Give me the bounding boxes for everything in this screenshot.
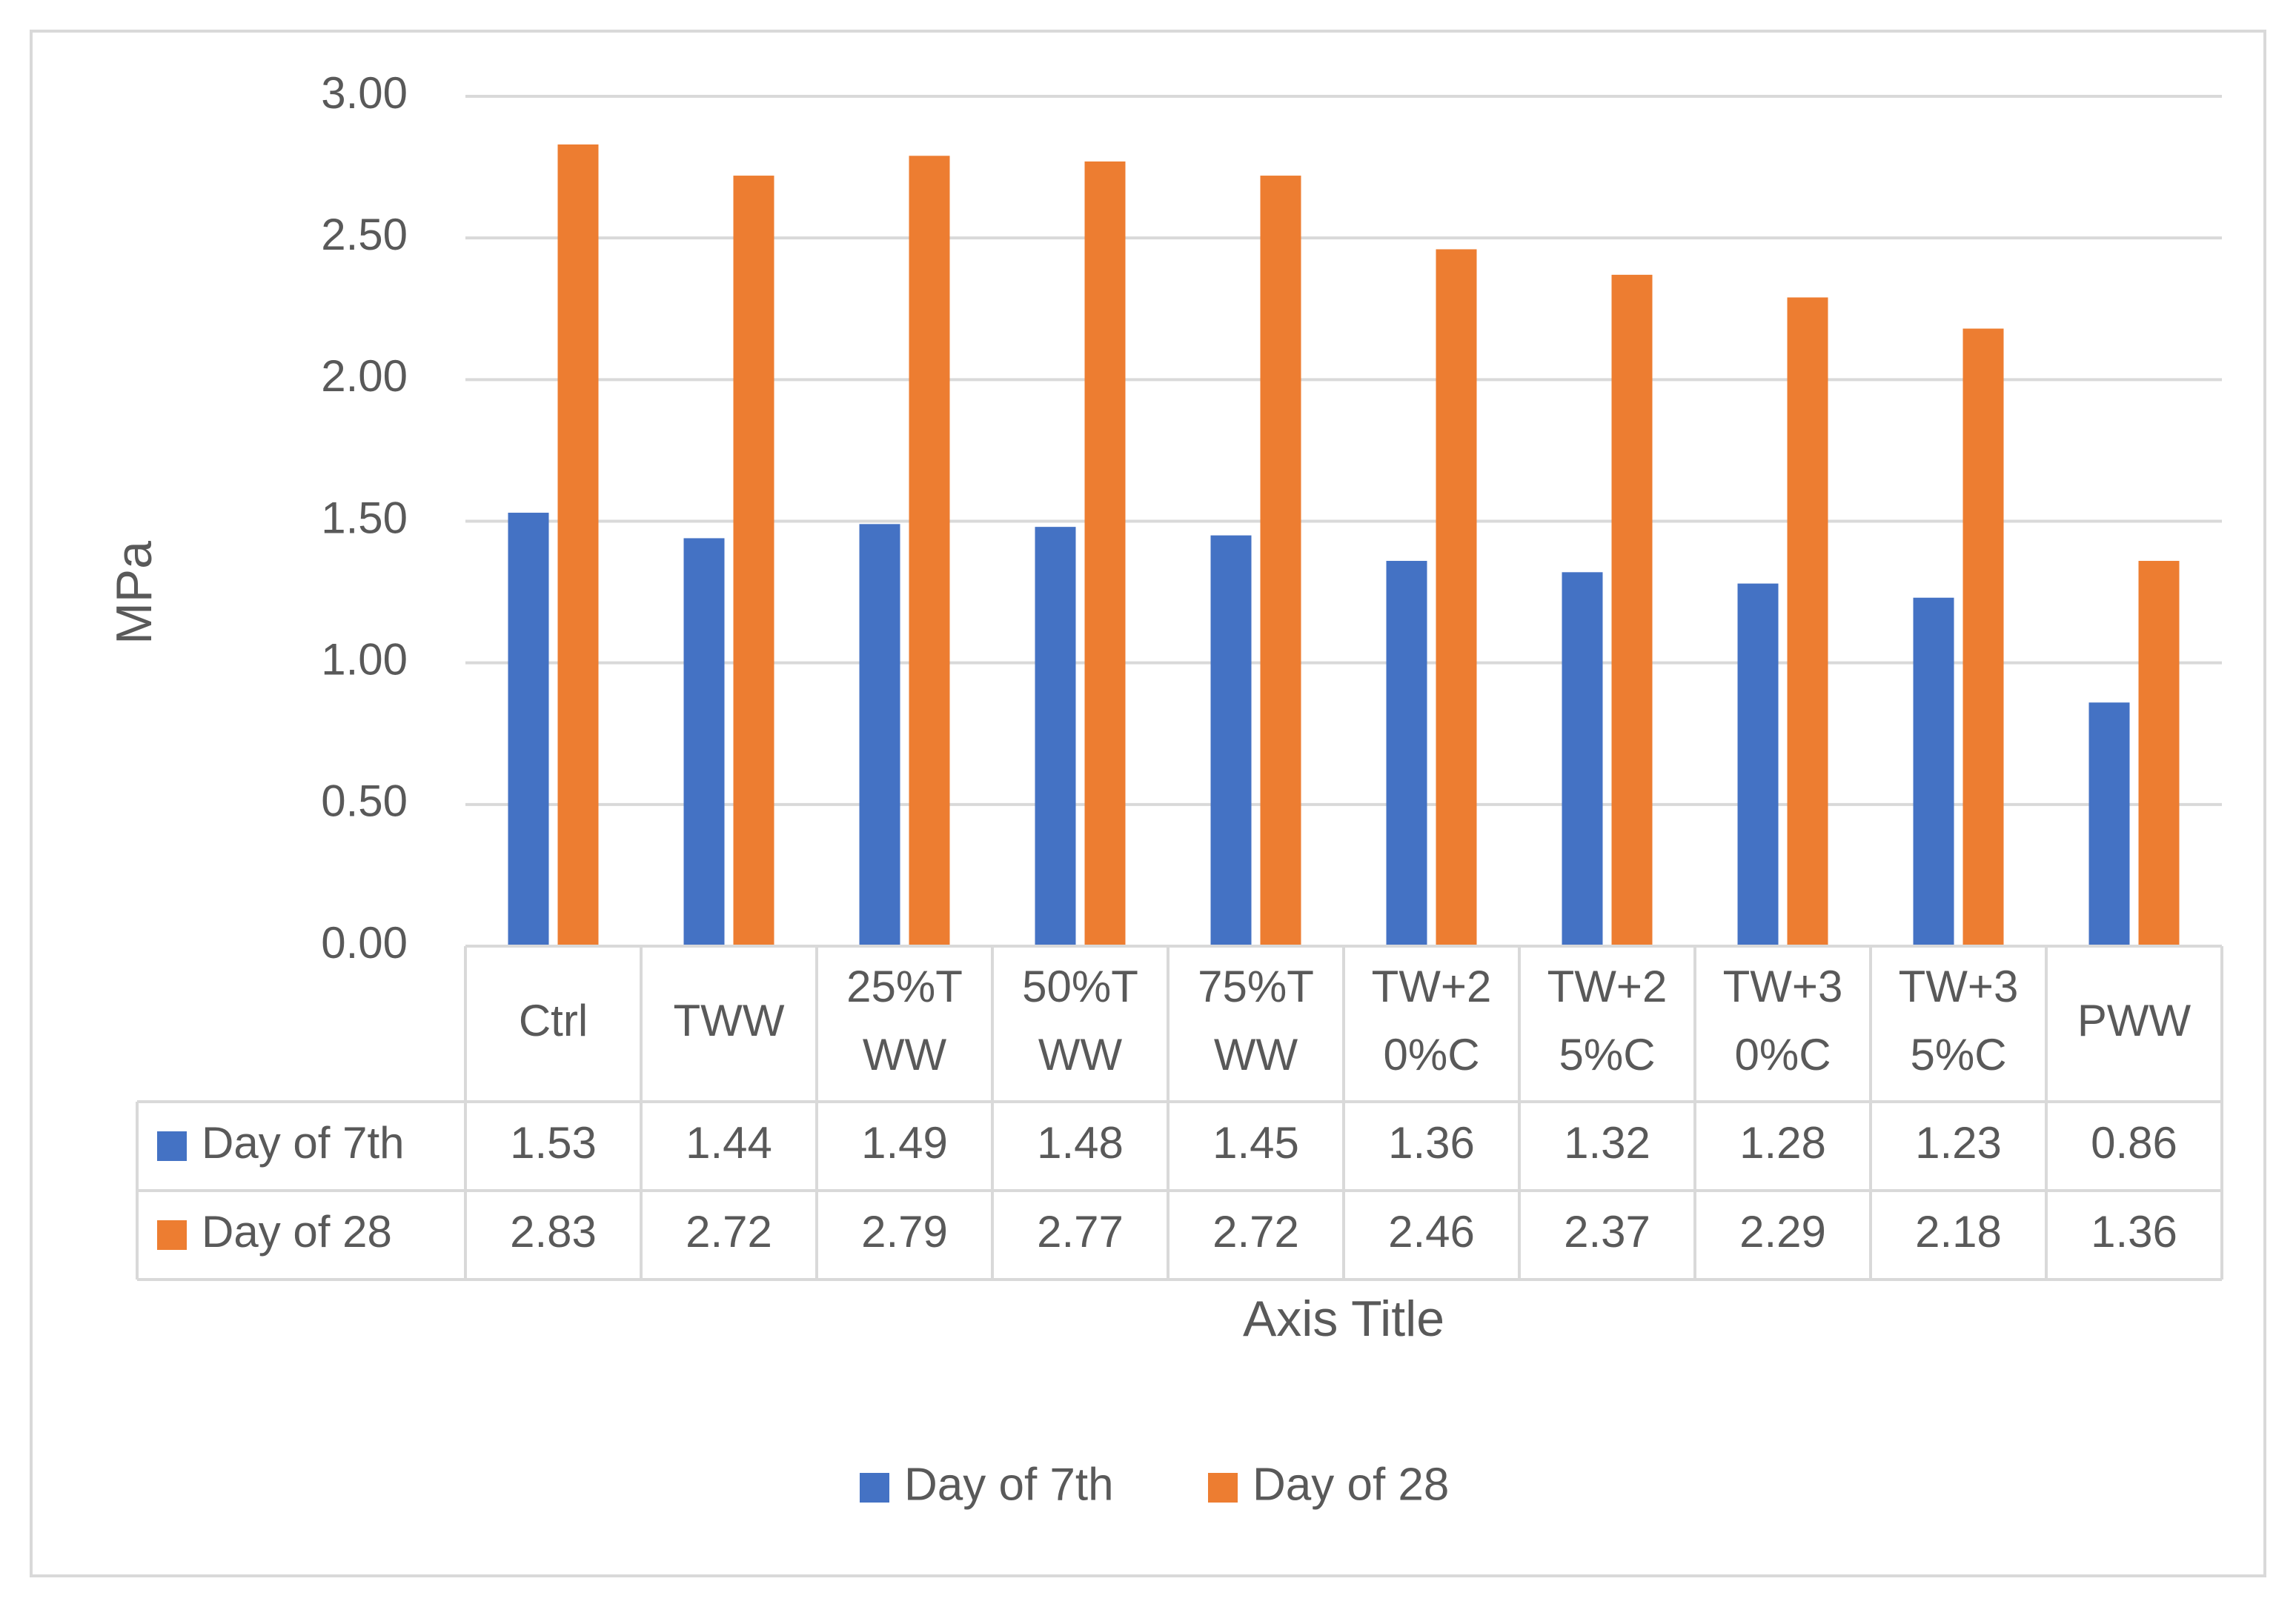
legend-label: Day of 7th bbox=[904, 1459, 1114, 1510]
bar-day7-0 bbox=[508, 513, 549, 946]
table-value: 2.18 bbox=[1915, 1207, 2002, 1257]
bar-day28-5 bbox=[1436, 249, 1477, 947]
bar-day7-3 bbox=[1035, 527, 1076, 946]
table-value: 1.36 bbox=[2091, 1207, 2177, 1257]
table-series-name: Day of 7th bbox=[202, 1118, 405, 1168]
bar-day28-2 bbox=[909, 156, 950, 946]
table-value: 0.86 bbox=[2091, 1118, 2177, 1168]
x-category-label: Ctrl bbox=[519, 996, 588, 1045]
y-tick-label: 0.00 bbox=[321, 918, 408, 968]
x-category-label: PWW bbox=[2077, 996, 2192, 1045]
table-value: 2.72 bbox=[1212, 1207, 1299, 1257]
table-value: 2.72 bbox=[686, 1207, 772, 1257]
table-value: 2.37 bbox=[1564, 1207, 1650, 1257]
bar-day28-0 bbox=[557, 144, 599, 946]
table-value: 2.29 bbox=[1739, 1207, 1826, 1257]
x-axis-title: Axis Title bbox=[1243, 1291, 1444, 1347]
x-category-label: 5%C bbox=[1910, 1030, 2006, 1079]
bar-day7-2 bbox=[859, 524, 900, 946]
y-tick-label: 0.50 bbox=[321, 776, 408, 826]
table-value: 1.48 bbox=[1037, 1118, 1124, 1168]
bar-day28-7 bbox=[1787, 297, 1828, 946]
table-legend-key bbox=[157, 1131, 187, 1161]
legend-key-1 bbox=[1208, 1473, 1238, 1503]
x-category-label: 0%C bbox=[1734, 1030, 1831, 1079]
x-category-label: WW bbox=[1038, 1030, 1123, 1079]
table-value: 1.53 bbox=[510, 1118, 597, 1168]
y-axis-title: MPa bbox=[106, 541, 162, 645]
x-category-label: 5%C bbox=[1559, 1030, 1655, 1079]
x-category-label: TWW bbox=[674, 996, 785, 1045]
bar-day28-1 bbox=[733, 176, 774, 946]
legend-key-0 bbox=[860, 1473, 889, 1503]
bar-day28-9 bbox=[2138, 561, 2180, 946]
bar-day7-6 bbox=[1562, 572, 1603, 946]
y-tick-label: 2.50 bbox=[321, 210, 408, 259]
x-category-label: TW+3 bbox=[1723, 962, 1843, 1011]
table-value: 2.79 bbox=[861, 1207, 948, 1257]
table-value: 2.83 bbox=[510, 1207, 597, 1257]
table-value: 1.49 bbox=[861, 1118, 948, 1168]
x-category-label: 75%T bbox=[1198, 962, 1314, 1011]
table-value: 2.77 bbox=[1037, 1207, 1124, 1257]
y-tick-label: 3.00 bbox=[321, 68, 408, 118]
table-value: 1.44 bbox=[686, 1118, 772, 1168]
y-tick-label: 1.00 bbox=[321, 635, 408, 685]
x-category-label: 25%T bbox=[846, 962, 963, 1011]
legend-label: Day of 28 bbox=[1252, 1459, 1449, 1510]
bar-day7-4 bbox=[1210, 535, 1252, 946]
x-category-label: 50%T bbox=[1022, 962, 1138, 1011]
x-category-label: WW bbox=[1214, 1030, 1298, 1079]
x-category-label: 0%C bbox=[1383, 1030, 1479, 1079]
bar-day7-8 bbox=[1913, 597, 1954, 946]
bar-day7-1 bbox=[683, 538, 725, 946]
bar-day28-3 bbox=[1084, 161, 1126, 947]
table-value: 1.28 bbox=[1739, 1118, 1826, 1168]
table-value: 1.45 bbox=[1212, 1118, 1299, 1168]
table-value: 1.36 bbox=[1388, 1118, 1475, 1168]
x-category-label: TW+2 bbox=[1547, 962, 1668, 1011]
bar-day28-6 bbox=[1611, 274, 1653, 946]
table-value: 1.32 bbox=[1564, 1118, 1650, 1168]
bar-day7-5 bbox=[1386, 561, 1427, 946]
bar-day7-7 bbox=[1737, 583, 1779, 946]
x-category-label: TW+3 bbox=[1899, 962, 2019, 1011]
table-value: 2.46 bbox=[1388, 1207, 1475, 1257]
table-value: 1.23 bbox=[1915, 1118, 2002, 1168]
y-tick-label: 1.50 bbox=[321, 493, 408, 542]
table-legend-key bbox=[157, 1220, 187, 1250]
bar-day28-4 bbox=[1260, 176, 1301, 946]
bar-day7-9 bbox=[2088, 702, 2130, 946]
x-category-label: TW+2 bbox=[1372, 962, 1492, 1011]
x-category-label: WW bbox=[863, 1030, 947, 1079]
bar-day28-8 bbox=[1962, 328, 2004, 947]
table-series-name: Day of 28 bbox=[202, 1207, 392, 1257]
y-tick-label: 2.00 bbox=[321, 351, 408, 401]
